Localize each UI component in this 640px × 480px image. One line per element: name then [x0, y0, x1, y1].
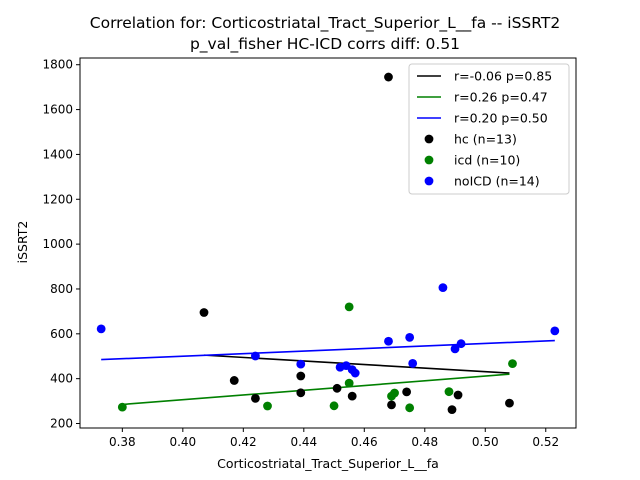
x-tick-label: 0.42 — [230, 435, 257, 449]
x-tick-label: 0.40 — [169, 435, 196, 449]
y-tick-label: 1200 — [42, 192, 73, 206]
x-axis-ticks: 0.38 0.40 0.42 0.44 0.46 0.48 0.50 0.52 — [109, 428, 559, 449]
data-point-series3-10 — [408, 359, 418, 368]
y-tick-label: 600 — [50, 327, 73, 341]
data-point-series3-3 — [296, 359, 306, 369]
plot-area — [96, 72, 560, 415]
data-point-series1-3 — [251, 394, 260, 403]
data-point-series2-2 — [263, 401, 272, 411]
fit-line-3 — [101, 339, 555, 361]
data-point-series3-11 — [438, 283, 448, 293]
data-point-series3-1 — [96, 324, 106, 334]
data-point-series2-10 — [508, 359, 517, 369]
data-point-series2-4 — [344, 302, 354, 312]
chart-subtitle: p_val_fisher HC-ICD corrs diff: 0.51 — [190, 35, 460, 54]
data-point-series3-7 — [350, 368, 360, 378]
legend-marker-swatch — [424, 155, 434, 165]
y-axis-ticks: 200 400 600 800 1000 1200 1400 1600 1800 — [42, 58, 80, 431]
legend-entry-label: r=0.20 p=0.50 — [454, 111, 548, 126]
x-tick-label: 0.44 — [290, 435, 317, 449]
y-tick-label: 1000 — [42, 237, 73, 251]
legend-entry-label: r=-0.06 p=0.85 — [454, 69, 552, 84]
x-tick-label: 0.50 — [472, 435, 499, 449]
legend-entry-label: r=0.26 p=0.47 — [454, 90, 548, 105]
y-tick-label: 800 — [50, 282, 73, 296]
data-point-series2-9 — [444, 387, 454, 397]
data-point-series1-4 — [296, 371, 306, 381]
axes-frame — [79, 57, 577, 429]
y-tick-label: 1600 — [42, 103, 73, 117]
legend-marker-swatch — [424, 176, 434, 186]
data-point-series1-1 — [199, 308, 209, 317]
data-point-series2-5 — [344, 378, 354, 388]
data-point-series2-7 — [390, 388, 399, 398]
data-point-series1-6 — [332, 383, 342, 393]
data-point-series1-12 — [453, 390, 463, 400]
data-point-series3-14 — [550, 326, 560, 336]
x-tick-label: 0.38 — [109, 435, 136, 449]
data-point-series1-8 — [384, 72, 393, 82]
data-point-series2-1 — [117, 402, 127, 412]
y-tick-label: 1400 — [42, 147, 73, 161]
data-point-series2-8 — [405, 403, 415, 413]
legend-box — [408, 63, 570, 195]
data-point-series1-13 — [505, 398, 514, 408]
x-axis-label: Corticostriatal_Tract_Superior_L__fa — [217, 456, 439, 471]
data-point-series1-10 — [402, 387, 412, 397]
legend: r=-0.06 p=0.85 r=0.26 p=0.47 r=0.20 p=0.50… — [408, 63, 570, 195]
chart-title: Correlation for: Corticostriatal_Tract_S… — [90, 14, 560, 33]
data-point-series3-9 — [405, 333, 415, 342]
data-point-series1-2 — [229, 376, 239, 385]
legend-entry-label: hc (n=13) — [454, 132, 517, 147]
legend-entry-label: noICD (n=14) — [454, 174, 540, 189]
y-axis-label: iSSRT2 — [15, 221, 30, 264]
data-point-series1-7 — [347, 391, 357, 401]
data-point-series1-5 — [296, 388, 306, 398]
y-tick-label: 1800 — [42, 58, 73, 72]
legend-entry-label: icd (n=10) — [454, 153, 520, 168]
axes-border — [79, 57, 577, 429]
data-point-series1-11 — [447, 405, 457, 415]
data-point-series3-13 — [456, 339, 466, 349]
x-tick-label: 0.46 — [351, 435, 378, 449]
data-point-series2-3 — [329, 401, 339, 411]
y-tick-label: 200 — [50, 417, 73, 431]
y-tick-label: 400 — [50, 372, 73, 386]
data-point-series3-12 — [450, 344, 460, 354]
data-point-series3-8 — [384, 336, 393, 346]
x-tick-label: 0.48 — [411, 435, 438, 449]
x-tick-label: 0.52 — [532, 435, 559, 449]
data-point-series3-2 — [251, 351, 260, 361]
fit-line-2 — [122, 373, 510, 406]
data-point-series1-9 — [387, 400, 396, 410]
legend-marker-swatch — [424, 134, 434, 144]
